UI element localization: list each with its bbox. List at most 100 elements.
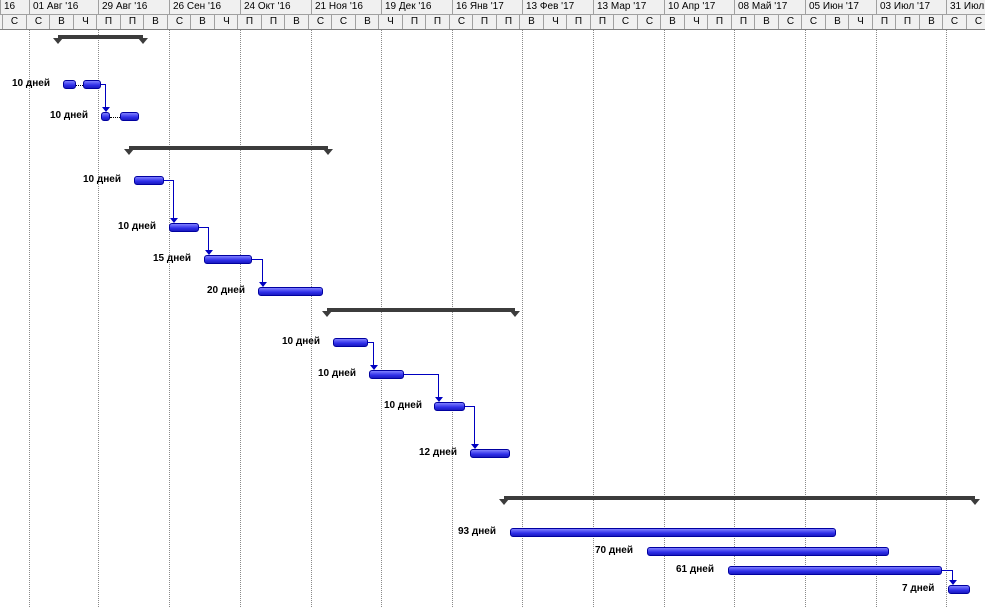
task-bar-segment: [120, 112, 139, 121]
timescale-day-label: С: [308, 15, 332, 29]
summary-task-bar: [129, 146, 328, 150]
timescale-day-label: П: [96, 15, 120, 29]
timescale-month-label: 08 Май '17: [734, 0, 805, 14]
dependency-link-v: [105, 84, 106, 107]
task-bar-segment: [63, 80, 76, 89]
timescale-major-tier: 16 01 Авг '16 29 Авг '16 26 Сен '16 24 Окт '…: [0, 0, 985, 15]
summary-start-marker: [124, 149, 134, 155]
dependency-arrow: [259, 282, 267, 287]
dependency-arrow: [471, 444, 479, 449]
timescale-day-label: Ч: [73, 15, 97, 29]
gridline-major: [522, 30, 523, 607]
timescale-day-label: С: [778, 15, 802, 29]
timescale-month-label: 01 Авг '16: [29, 0, 98, 14]
dependency-link-h: [368, 342, 374, 343]
dependency-arrow: [949, 580, 957, 585]
task-bar: [204, 255, 252, 264]
timescale-month-label: 16 Янв '17: [452, 0, 522, 14]
timescale-day-label: П: [707, 15, 731, 29]
timescale-month-label: 19 Дек '16: [381, 0, 452, 14]
task-split-gap: [76, 85, 83, 86]
timescale-month-label: 21 Ноя '16: [311, 0, 381, 14]
dependency-arrow: [435, 397, 443, 402]
timescale-month-label: 10 Апр '17: [664, 0, 734, 14]
timescale-day-label: В: [284, 15, 308, 29]
timescale-month-label: 03 Июл '17: [876, 0, 946, 14]
task-duration-label: 20 дней: [207, 285, 245, 296]
task-bar: [948, 585, 970, 594]
dependency-link-h: [164, 180, 174, 181]
timescale-day-label: В: [49, 15, 73, 29]
task-bar: [470, 449, 510, 458]
timescale-day-label: В: [754, 15, 778, 29]
timescale-month-label: 13 Фев '17: [522, 0, 593, 14]
dependency-arrow: [170, 218, 178, 223]
timescale-day-label: С: [637, 15, 661, 29]
timescale-month-label: 24 Окт '16: [240, 0, 311, 14]
dependency-link-h: [942, 570, 953, 571]
dependency-link-h: [199, 227, 209, 228]
dependency-link-v: [952, 570, 953, 580]
timescale-day-label: Ч: [214, 15, 238, 29]
summary-end-marker: [970, 499, 980, 505]
summary-task-bar: [504, 496, 975, 500]
summary-start-marker: [499, 499, 509, 505]
timescale-day-label: В: [519, 15, 543, 29]
summary-start-marker: [322, 311, 332, 317]
task-bar-segment: [83, 80, 101, 89]
timescale-day-label: П: [261, 15, 285, 29]
task-duration-label: 10 дней: [12, 78, 50, 89]
task-duration-label: 10 дней: [83, 174, 121, 185]
dependency-link-v: [173, 180, 174, 218]
dependency-link-v: [208, 227, 209, 250]
task-duration-label: 7 дней: [902, 583, 935, 594]
dependency-link-h: [252, 259, 263, 260]
task-bar: [728, 566, 942, 575]
timescale-day-label: П: [731, 15, 755, 29]
timescale-day-label: С: [26, 15, 50, 29]
timescale-day-label: Ч: [848, 15, 872, 29]
gridline-major: [381, 30, 382, 607]
timescale-day-label: С: [801, 15, 825, 29]
summary-task-bar: [58, 35, 143, 39]
gridline-major: [311, 30, 312, 607]
dependency-link-h: [465, 406, 475, 407]
gridline-major: [169, 30, 170, 607]
dependency-link-h: [101, 84, 106, 85]
timescale-day-label: Ч: [378, 15, 402, 29]
timescale-day-label: С: [613, 15, 637, 29]
timescale-day-label: П: [472, 15, 496, 29]
gridline-major: [593, 30, 594, 607]
task-duration-label: 10 дней: [384, 400, 422, 411]
timescale-day-label: В: [355, 15, 379, 29]
summary-start-marker: [53, 38, 63, 44]
dependency-arrow: [102, 107, 110, 112]
timescale-day-label: С: [966, 15, 985, 29]
task-bar: [169, 223, 199, 232]
dependency-arrow: [205, 250, 213, 255]
timescale-month-label: 29 Авг '16: [98, 0, 169, 14]
gridline-major: [946, 30, 947, 607]
task-bar: [647, 547, 889, 556]
gridline-major: [805, 30, 806, 607]
task-duration-label: 10 дней: [118, 221, 156, 232]
dependency-arrow: [370, 365, 378, 370]
timescale-day-label: П: [590, 15, 614, 29]
timescale-month-label: 31 Июл: [946, 0, 985, 14]
timescale-day-label: В: [825, 15, 849, 29]
timescale-day-label: С: [449, 15, 473, 29]
timescale-day-label: В: [143, 15, 167, 29]
summary-end-marker: [138, 38, 148, 44]
task-bar: [434, 402, 465, 411]
timescale-month-label: 13 Мар '17: [593, 0, 664, 14]
summary-task-bar: [327, 308, 515, 312]
timescale-day-label: П: [237, 15, 261, 29]
timescale-day-label: С: [331, 15, 355, 29]
dependency-link-h: [404, 374, 439, 375]
task-duration-label: 10 дней: [50, 110, 88, 121]
gridline-major: [452, 30, 453, 607]
timescale-day-label: П: [496, 15, 520, 29]
timescale-day-label: В: [919, 15, 943, 29]
